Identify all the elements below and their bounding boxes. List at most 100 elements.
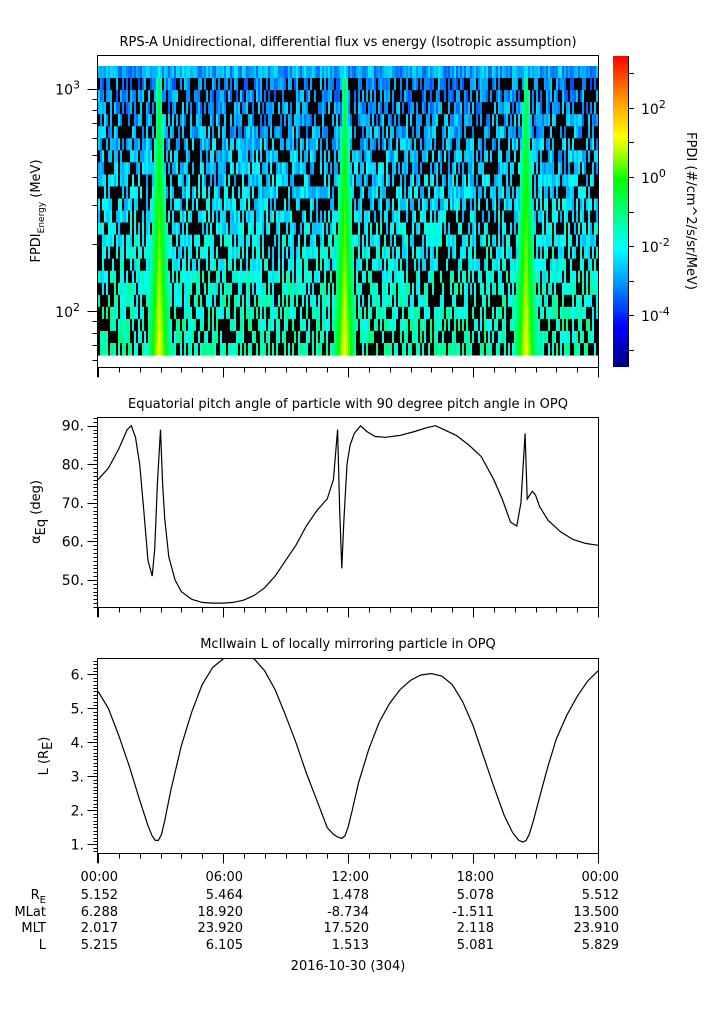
spectrogram-cell (166, 78, 168, 91)
spectrogram-cell (416, 102, 418, 115)
spectrogram-cell (252, 234, 254, 248)
spectrogram-cell (328, 90, 330, 103)
spectrogram-cell (380, 318, 382, 332)
spectrogram-cell (310, 126, 312, 139)
spectrogram-cell (384, 282, 386, 296)
spectrogram-cell (264, 343, 266, 356)
spectrogram-cell (402, 330, 404, 344)
spectrogram-cell (248, 246, 250, 260)
spectrogram-cell (492, 66, 494, 79)
spectrogram-cell (454, 318, 456, 332)
spectrogram-cell (268, 210, 270, 223)
spectrogram-cell (304, 270, 306, 284)
spectrogram-cell (492, 246, 494, 260)
spectrogram-cell (474, 343, 476, 356)
spectrogram-cell (236, 114, 238, 127)
spectrogram-cell (326, 282, 328, 296)
spectrogram-cell (354, 318, 356, 332)
spectrogram-cell (266, 162, 268, 175)
spectrogram-cell (306, 343, 308, 356)
spectrogram-cell (426, 90, 428, 103)
spectrogram-cell (436, 126, 438, 139)
spectrogram-cell (512, 138, 514, 151)
spectrogram-cell (104, 343, 106, 356)
spectrogram-cell (468, 150, 470, 163)
spectrogram-cell (492, 270, 494, 284)
spectrogram-cell (506, 198, 508, 211)
spectrogram-cell (372, 90, 374, 103)
spectrogram-cell (452, 294, 454, 308)
spectrogram-cell (204, 234, 206, 248)
spectrogram-cell (466, 78, 468, 91)
spectrogram-cell (420, 258, 422, 272)
spectrogram-cell (462, 306, 464, 320)
spectrogram-cell (256, 270, 258, 284)
spectrogram-cell (394, 343, 396, 356)
spectrogram-cell (324, 90, 326, 103)
spectrogram-cell (124, 90, 126, 103)
spectrogram-cell (510, 66, 512, 79)
spectrogram-cell (458, 150, 460, 163)
spectrogram-cell (200, 222, 202, 235)
spectrogram-cell (418, 343, 420, 356)
spectrogram-cell (256, 282, 258, 296)
spectrogram-cell (394, 102, 396, 115)
spectrogram-cell (182, 234, 184, 248)
spectrogram-cell (106, 282, 108, 296)
spectrogram-cell (108, 318, 110, 332)
spectrogram-cell (266, 330, 268, 344)
spectrogram-cell (406, 138, 408, 151)
spectrogram-cell (316, 246, 318, 260)
spectrogram-cell (324, 282, 326, 296)
spectrogram-cell (122, 270, 124, 284)
spectrogram-cell (262, 343, 264, 356)
spectrogram-cell (250, 126, 252, 139)
spectrogram-cell (142, 126, 144, 139)
spectrogram-cell (306, 270, 308, 284)
spectrogram-cell (376, 318, 378, 332)
spectrogram-cell (416, 234, 418, 248)
spectrogram-cell (274, 78, 276, 91)
spectrogram-cell (362, 114, 364, 127)
spectrogram-cell (390, 246, 392, 260)
spectrogram-cell (274, 318, 276, 332)
spectrogram-cell (350, 282, 352, 296)
spectrogram-cell (380, 198, 382, 211)
spectrogram-cell (172, 150, 174, 163)
spectrogram-cell (340, 330, 342, 344)
spectrogram-cell (286, 150, 288, 163)
spectrogram-cell (426, 330, 428, 344)
spectrogram-cell (132, 282, 134, 296)
spectrogram-cell (112, 330, 114, 344)
spectrogram-cell (182, 294, 184, 308)
spectrogram-cell (280, 126, 282, 139)
spectrogram-cell (188, 90, 190, 103)
spectrogram-cell (202, 258, 204, 272)
spectrogram-cell (122, 102, 124, 115)
spectrogram-cell (414, 294, 416, 308)
spectrogram-cell (326, 78, 328, 91)
spectrogram-cell (438, 222, 440, 235)
spectrogram-cell (196, 343, 198, 356)
spectrogram-cell (502, 282, 504, 296)
spectrogram-cell (172, 294, 174, 308)
spectrogram-cell (296, 138, 298, 151)
spectrogram-cell (186, 114, 188, 127)
spectrogram-cell (342, 138, 344, 151)
spectrogram-cell (466, 282, 468, 296)
spectrogram-cell (116, 150, 118, 163)
spectrogram-cell (502, 343, 504, 356)
spectrogram-cell (268, 246, 270, 260)
spectrogram-cell (452, 138, 454, 151)
spectrogram-cell (348, 246, 350, 260)
spectrogram-cell (242, 114, 244, 127)
spectrogram-cell (224, 114, 226, 127)
spectrogram-cell (428, 174, 430, 187)
spectrogram-cell (440, 162, 442, 175)
spectrogram-cell (336, 330, 338, 344)
spectrogram-cell (472, 294, 474, 308)
spectrogram-cell (456, 306, 458, 320)
spectrogram-cell (464, 114, 466, 127)
spectrogram-cell (210, 318, 212, 332)
spectrogram-cell (184, 246, 186, 260)
